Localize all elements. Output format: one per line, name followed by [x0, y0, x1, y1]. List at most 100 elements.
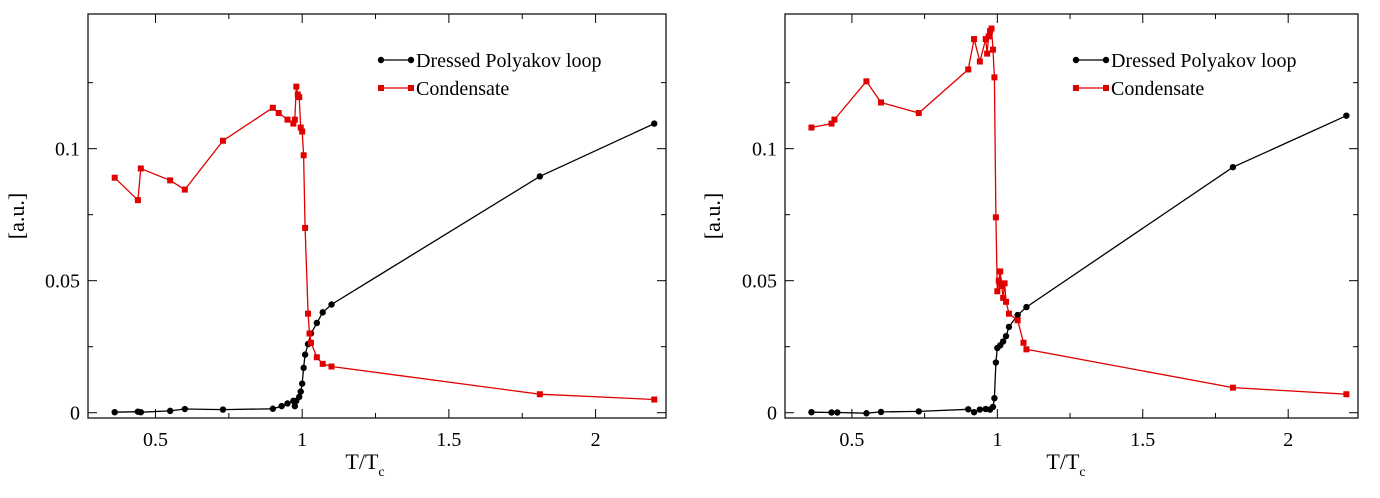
data-point-dressed-polyakov-loop [313, 319, 321, 327]
x-axis-label-main: T/T [1046, 449, 1080, 474]
data-point-dressed-polyakov-loop [1229, 163, 1237, 171]
x-tick-label: 2 [1283, 429, 1293, 451]
x-tick-label: 1.5 [436, 429, 461, 451]
data-point-condensate [296, 94, 303, 101]
x-tick-label: 2 [591, 429, 601, 451]
x-tick-label: 0.5 [143, 429, 168, 451]
x-axis-label-main: T/T [345, 449, 379, 474]
data-point-condensate [1023, 346, 1030, 353]
data-point-dressed-polyakov-loop [651, 120, 658, 127]
data-point-condensate [306, 330, 313, 337]
data-point-condensate [167, 177, 174, 184]
legend-marker-condensate [378, 85, 384, 91]
data-point-condensate [991, 74, 998, 81]
data-point-dressed-polyakov-loop [269, 405, 277, 412]
data-point-dressed-polyakov-loop [298, 380, 306, 387]
data-point-dressed-polyakov-loop [1014, 311, 1021, 319]
data-point-condensate [307, 339, 314, 346]
data-point-dressed-polyakov-loop [300, 364, 307, 372]
data-point-condensate [1343, 391, 1350, 398]
data-point-condensate [988, 25, 995, 32]
data-point-condensate [831, 116, 838, 123]
legend-marker-condensate [1073, 85, 1079, 91]
data-point-dressed-polyakov-loop [877, 408, 885, 416]
y-axis-label: [a.u.] [700, 193, 725, 239]
data-point-condensate [1001, 280, 1008, 287]
plot-frame [87, 13, 667, 419]
data-point-dressed-polyakov-loop [137, 408, 145, 416]
left-panel: 0 0.05 0.1 0.5 1 1.5 2 [a.u.] T/Tc Dressed Po… [4, 13, 667, 480]
legend: Dressed Polyakov loop Condensate [377, 50, 602, 100]
data-point-condensate [915, 110, 922, 117]
x-axis-label-subscript: c [1079, 465, 1085, 480]
x-tick-label: 1 [992, 429, 1002, 451]
x-axis: 0.5 1 1.5 2 [143, 14, 601, 451]
y-axis: 0 0.05 0.1 [45, 82, 666, 425]
y-tick-label: 0 [70, 403, 80, 425]
legend-marker-dressed-polyakov-loop [1072, 56, 1080, 64]
data-point-condensate [291, 116, 298, 123]
data-point-dressed-polyakov-loop [828, 409, 835, 416]
data-point-dressed-polyakov-loop [301, 351, 309, 358]
data-point-condensate [297, 124, 304, 131]
data-point-dressed-polyakov-loop [1005, 323, 1013, 331]
legend-marker-dressed-polyakov-loop [407, 56, 415, 64]
data-point-dressed-polyakov-loop [965, 406, 972, 413]
x-tick-label: 1 [297, 429, 307, 451]
data-point-condensate [965, 66, 972, 73]
plot-area [808, 25, 1350, 417]
data-point-condensate [877, 99, 884, 106]
x-axis-label: T/Tc [345, 449, 384, 480]
data-point-dressed-polyakov-loop [297, 388, 304, 395]
data-point-dressed-polyakov-loop [1002, 332, 1010, 340]
data-point-condensate [299, 128, 306, 135]
data-point-condensate [1020, 339, 1027, 346]
data-point-condensate [269, 104, 276, 111]
data-point-condensate [651, 396, 658, 403]
data-point-condensate [181, 186, 188, 193]
data-point-condensate [1229, 384, 1236, 391]
series-line-dressed-polyakov-loop [114, 123, 655, 413]
data-point-condensate [971, 36, 978, 43]
data-point-dressed-polyakov-loop [834, 409, 841, 416]
x-axis-label: T/Tc [1046, 449, 1085, 480]
plot-area [111, 83, 658, 416]
data-point-condensate [989, 46, 996, 53]
data-point-dressed-polyakov-loop [915, 408, 922, 415]
data-point-condensate [1003, 298, 1010, 305]
data-point-condensate [275, 110, 282, 117]
data-point-condensate [313, 354, 320, 361]
data-point-condensate [863, 78, 870, 85]
x-tick-label: 1.5 [1130, 429, 1155, 451]
data-point-dressed-polyakov-loop [1023, 303, 1030, 311]
data-point-dressed-polyakov-loop [181, 405, 189, 413]
data-point-condensate [808, 124, 815, 131]
data-point-condensate [134, 197, 141, 204]
legend-marker-dressed-polyakov-loop [377, 56, 385, 64]
data-point-condensate [137, 165, 144, 172]
data-point-condensate [300, 152, 307, 159]
data-point-condensate [994, 288, 1001, 295]
data-point-condensate [111, 174, 118, 181]
data-point-condensate [302, 224, 309, 231]
data-point-condensate [992, 214, 999, 221]
data-point-condensate [319, 360, 326, 367]
data-point-condensate [536, 391, 543, 398]
y-tick-label: 0.1 [752, 139, 777, 161]
data-point-dressed-polyakov-loop [536, 173, 544, 180]
data-point-condensate [219, 137, 226, 144]
data-point-dressed-polyakov-loop [1343, 112, 1350, 119]
data-point-condensate [328, 363, 335, 370]
data-point-dressed-polyakov-loop [863, 410, 870, 417]
data-point-dressed-polyakov-loop [991, 394, 998, 402]
data-point-dressed-polyakov-loop [808, 408, 815, 416]
data-point-condensate [828, 120, 835, 127]
data-point-condensate [984, 50, 991, 57]
series-line-condensate [811, 26, 1347, 395]
data-point-condensate [284, 116, 291, 123]
data-point-dressed-polyakov-loop [296, 393, 303, 401]
data-point-condensate [985, 33, 992, 40]
data-point-condensate [293, 83, 300, 90]
legend: Dressed Polyakov loop Condensate [1072, 50, 1297, 100]
data-point-condensate [997, 268, 1004, 275]
